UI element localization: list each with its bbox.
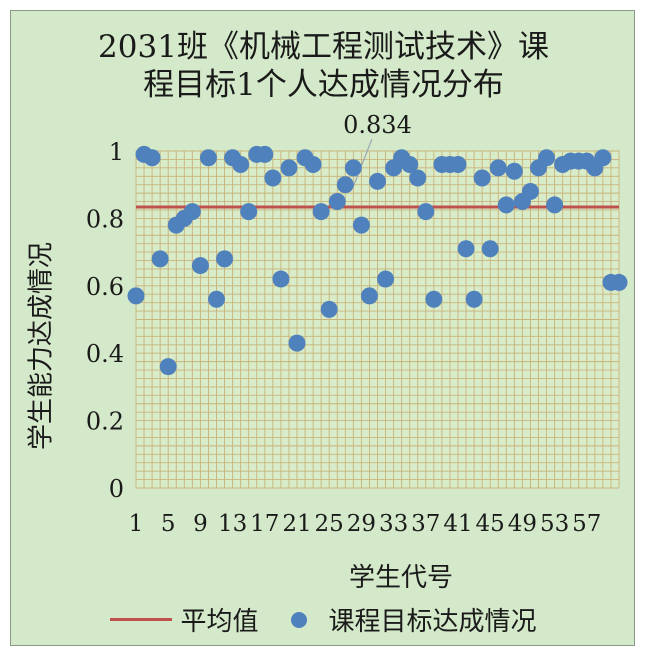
x-tick-label: 29 bbox=[347, 511, 376, 537]
data-point bbox=[256, 145, 274, 163]
data-point bbox=[216, 250, 234, 268]
data-point bbox=[240, 203, 258, 221]
x-tick-label: 5 bbox=[161, 511, 176, 537]
x-tick-label: 13 bbox=[218, 511, 247, 537]
x-tick-label: 1 bbox=[129, 511, 144, 537]
data-point bbox=[417, 203, 435, 221]
data-point bbox=[304, 155, 322, 173]
data-point bbox=[191, 257, 209, 275]
data-point bbox=[481, 240, 499, 258]
data-point bbox=[497, 196, 515, 214]
data-point bbox=[328, 193, 346, 211]
data-point bbox=[457, 240, 475, 258]
data-point bbox=[127, 287, 145, 305]
x-tick-label: 33 bbox=[379, 511, 408, 537]
x-tick-label: 17 bbox=[250, 511, 279, 537]
y-tick-label: 0.2 bbox=[86, 408, 124, 436]
data-point bbox=[409, 169, 427, 187]
data-point bbox=[465, 290, 483, 308]
data-point bbox=[280, 159, 298, 177]
data-point bbox=[151, 250, 169, 268]
x-tick-label: 57 bbox=[572, 511, 601, 537]
data-point bbox=[143, 149, 161, 167]
data-point bbox=[232, 155, 250, 173]
data-point bbox=[610, 273, 628, 291]
y-axis-label: 学生能力达成情况 bbox=[26, 241, 57, 451]
data-point bbox=[208, 290, 225, 308]
data-point bbox=[473, 169, 491, 187]
data-point bbox=[521, 182, 539, 200]
data-point bbox=[360, 287, 378, 305]
data-point bbox=[401, 155, 419, 173]
y-tick-label: 0.8 bbox=[86, 205, 124, 233]
data-point bbox=[159, 358, 177, 376]
x-tick-label: 37 bbox=[411, 511, 440, 537]
plot-area: 00.20.40.60.811 5 9 13 17 21 25 29 33 37 41 45 49 53 5… bbox=[86, 111, 628, 537]
y-tick-label: 1 bbox=[109, 138, 124, 166]
data-point bbox=[505, 162, 523, 180]
data-point bbox=[369, 172, 386, 190]
data-point bbox=[377, 270, 395, 288]
data-point bbox=[199, 149, 217, 167]
legend-series-label: 课程目标达成情况 bbox=[328, 607, 537, 637]
x-tick-label: 21 bbox=[282, 511, 311, 537]
data-point bbox=[546, 196, 564, 214]
chart-frame: 2031班《机械工程测试技术》课 程目标1个人达成情况分布 0 0.2 0.4 0.6… bbox=[10, 10, 635, 646]
data-point bbox=[594, 149, 612, 167]
data-point bbox=[425, 290, 443, 308]
data-point bbox=[538, 149, 556, 167]
data-point bbox=[183, 203, 201, 221]
data-point bbox=[272, 270, 290, 288]
data-point bbox=[312, 203, 330, 221]
x-axis-label: 学生代号 bbox=[348, 563, 454, 593]
x-tick-label: 53 bbox=[540, 511, 569, 537]
y-tick-label: 0.4 bbox=[86, 340, 124, 368]
y-tick-label: 0.6 bbox=[86, 273, 124, 301]
legend-series-swatch bbox=[290, 611, 307, 628]
y-tick-label: 0 bbox=[109, 475, 124, 503]
x-tick-label: 49 bbox=[508, 511, 537, 537]
legend-average-label: 平均值 bbox=[180, 607, 259, 637]
chart-title-line-2: 程目标1个人达成情况分布 bbox=[143, 67, 504, 103]
data-point bbox=[352, 216, 370, 234]
data-point bbox=[336, 176, 354, 194]
x-tick-label: 45 bbox=[476, 511, 505, 537]
data-point bbox=[344, 159, 362, 177]
x-tick-label: 9 bbox=[193, 511, 208, 537]
data-point bbox=[489, 159, 507, 177]
data-point bbox=[320, 300, 338, 318]
legend: 平均值 课程目标达成情况 bbox=[11, 601, 636, 638]
data-point bbox=[288, 334, 306, 352]
legend-average-swatch bbox=[110, 618, 173, 621]
annotation-leader bbox=[352, 138, 373, 187]
average-annotation: 0.834 bbox=[343, 111, 412, 139]
chart-title-line-1: 2031班《机械工程测试技术》课 bbox=[98, 29, 549, 65]
x-tick-label: 41 bbox=[443, 511, 472, 537]
data-point bbox=[264, 169, 282, 187]
x-tick-label: 25 bbox=[315, 511, 344, 537]
data-point bbox=[449, 155, 467, 173]
